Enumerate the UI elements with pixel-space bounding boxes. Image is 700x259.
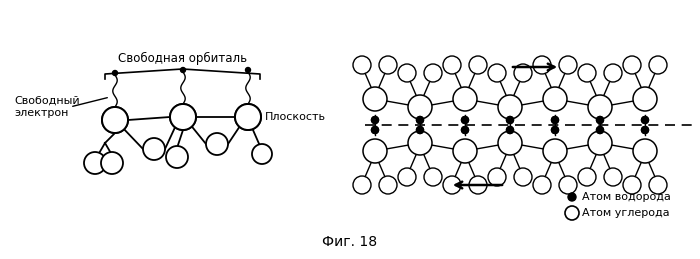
Circle shape <box>443 176 461 194</box>
Circle shape <box>596 126 603 133</box>
Circle shape <box>372 117 379 124</box>
Circle shape <box>379 176 397 194</box>
Circle shape <box>469 56 487 74</box>
Text: Свободная орбиталь: Свободная орбиталь <box>118 52 247 65</box>
Circle shape <box>507 117 514 124</box>
Circle shape <box>166 146 188 168</box>
Circle shape <box>461 117 468 124</box>
Text: Свободный
электрон: Свободный электрон <box>14 96 80 118</box>
Circle shape <box>498 95 522 119</box>
Circle shape <box>552 126 559 133</box>
Circle shape <box>641 126 648 133</box>
Circle shape <box>113 70 118 76</box>
Circle shape <box>596 126 603 133</box>
Text: Атом углерода: Атом углерода <box>582 208 670 218</box>
Circle shape <box>507 117 514 124</box>
Circle shape <box>507 126 514 133</box>
Circle shape <box>181 68 186 73</box>
Circle shape <box>353 176 371 194</box>
Circle shape <box>398 168 416 186</box>
Circle shape <box>641 126 648 133</box>
Circle shape <box>408 95 432 119</box>
Circle shape <box>372 126 379 133</box>
Circle shape <box>623 176 641 194</box>
Circle shape <box>578 168 596 186</box>
Text: Плоскость: Плоскость <box>265 112 326 122</box>
Circle shape <box>443 56 461 74</box>
Circle shape <box>641 117 648 124</box>
Circle shape <box>633 87 657 111</box>
Circle shape <box>596 117 603 124</box>
Circle shape <box>101 152 123 174</box>
Circle shape <box>533 176 551 194</box>
Circle shape <box>102 107 128 133</box>
Circle shape <box>372 126 379 133</box>
Circle shape <box>559 176 577 194</box>
Circle shape <box>588 95 612 119</box>
Circle shape <box>498 131 522 155</box>
Circle shape <box>552 117 559 124</box>
Circle shape <box>416 126 424 133</box>
Circle shape <box>514 168 532 186</box>
Circle shape <box>649 176 667 194</box>
Circle shape <box>206 133 228 155</box>
Circle shape <box>416 117 424 124</box>
Circle shape <box>514 64 532 82</box>
Circle shape <box>565 206 579 220</box>
Circle shape <box>353 56 371 74</box>
Circle shape <box>424 168 442 186</box>
Circle shape <box>102 107 128 133</box>
Circle shape <box>507 126 514 133</box>
Circle shape <box>552 117 559 124</box>
Text: Атом водорода: Атом водорода <box>582 192 671 202</box>
Circle shape <box>170 104 196 130</box>
Circle shape <box>424 64 442 82</box>
Circle shape <box>170 104 196 130</box>
Circle shape <box>235 104 261 130</box>
Circle shape <box>84 152 106 174</box>
Circle shape <box>246 68 251 73</box>
Circle shape <box>379 56 397 74</box>
Circle shape <box>588 131 612 155</box>
Text: Фиг. 18: Фиг. 18 <box>323 235 377 249</box>
Circle shape <box>252 144 272 164</box>
Circle shape <box>641 117 648 124</box>
Circle shape <box>363 87 387 111</box>
Circle shape <box>604 64 622 82</box>
Circle shape <box>578 64 596 82</box>
Circle shape <box>408 131 432 155</box>
Circle shape <box>461 126 468 133</box>
Circle shape <box>633 139 657 163</box>
Circle shape <box>372 117 379 124</box>
Circle shape <box>543 87 567 111</box>
Circle shape <box>416 126 424 133</box>
Circle shape <box>596 117 603 124</box>
Circle shape <box>623 56 641 74</box>
Circle shape <box>143 138 165 160</box>
Circle shape <box>649 56 667 74</box>
Circle shape <box>461 126 468 133</box>
Circle shape <box>533 56 551 74</box>
Circle shape <box>604 168 622 186</box>
Circle shape <box>453 139 477 163</box>
Circle shape <box>363 139 387 163</box>
Circle shape <box>559 56 577 74</box>
Circle shape <box>398 64 416 82</box>
Circle shape <box>461 117 468 124</box>
Circle shape <box>469 176 487 194</box>
Circle shape <box>235 104 261 130</box>
Circle shape <box>416 117 424 124</box>
Circle shape <box>543 139 567 163</box>
Circle shape <box>568 193 576 201</box>
Circle shape <box>488 64 506 82</box>
Circle shape <box>453 87 477 111</box>
Circle shape <box>488 168 506 186</box>
Circle shape <box>552 126 559 133</box>
